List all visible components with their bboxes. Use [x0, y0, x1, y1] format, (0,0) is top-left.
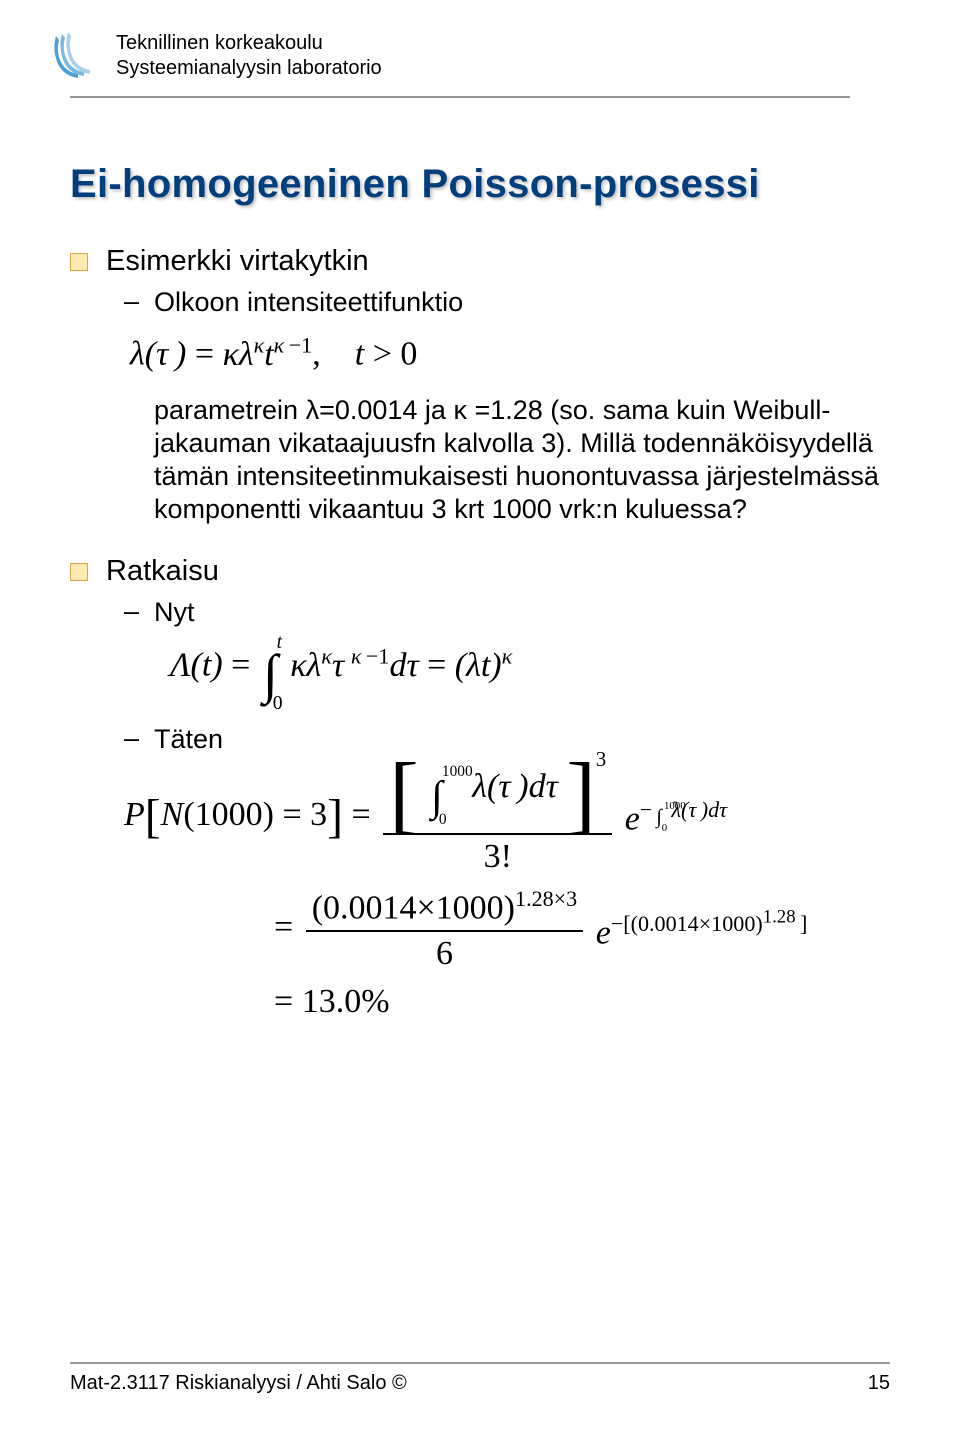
- f2-result: (λt)κ: [455, 647, 512, 684]
- sub2-text: Nyt: [154, 596, 195, 628]
- page-footer: Mat-2.3117 Riskianalyysi / Ahti Salo © 1…: [70, 1362, 890, 1395]
- f1-lhs: λ(τ ): [130, 336, 186, 373]
- dash-icon: –: [124, 723, 142, 754]
- bullet2-text: Ratkaisu: [106, 555, 219, 588]
- page-header: Teknillinen korkeakoulu Systeemianalyysi…: [0, 0, 960, 82]
- formula-lambda-integral: Λ(t) = ∫ t 0 κλκτ κ −1dτ = (λt)κ: [170, 643, 890, 705]
- prob-frac2: (0.0014×1000)1.28×3 6: [306, 886, 584, 973]
- prob-frac1: [ ∫ 1000 0 λ(τ )dτ ] 3 3!: [383, 759, 612, 876]
- prob-exp1: e−∫10000 λ(τ )dτ: [625, 797, 727, 838]
- prob-result: 13.0%: [302, 983, 390, 1020]
- bullet-esimerkki: Esimerkki virtakytkin: [70, 245, 890, 278]
- dash-icon: –: [124, 286, 142, 317]
- prob-line3: = 13.0%: [274, 983, 890, 1021]
- institution-line1: Teknillinen korkeakoulu: [116, 32, 382, 55]
- f2-integrand: κλκτ κ −1dτ: [290, 647, 418, 684]
- institution-line2: Systeemianalyysin laboratorio: [116, 57, 382, 80]
- sub-olkoon: – Olkoon intensiteettifunktio: [124, 286, 890, 318]
- dash-icon: –: [124, 596, 142, 627]
- sub-nyt: – Nyt: [124, 596, 890, 628]
- f1-cond: t > 0: [355, 336, 418, 373]
- slide-content: Esimerkki virtakytkin – Olkoon intensite…: [70, 245, 890, 1021]
- prob-line1: P[N(1000) = 3] = [ ∫ 1000 0 λ(τ )dτ: [124, 759, 890, 876]
- slide-title: Ei-homogeeninen Poisson-prosessi: [70, 162, 890, 207]
- institution-text: Teknillinen korkeakoulu Systeemianalyysi…: [116, 30, 382, 80]
- bullet-square-icon: [70, 563, 88, 581]
- bullet-square-icon: [70, 253, 88, 271]
- para-parametrein: parametrein λ=0.0014 ja κ =1.28 (so. sam…: [154, 394, 890, 526]
- f1-rhs: κλκtκ −1: [223, 336, 313, 373]
- sub-taten: – Täten: [124, 723, 890, 755]
- formula-intensity: λ(τ ) = κλκtκ −1, t > 0: [130, 332, 890, 373]
- footer-left: Mat-2.3117 Riskianalyysi / Ahti Salo ©: [70, 1372, 407, 1395]
- institution-logo: [48, 30, 100, 82]
- bullet1-text: Esimerkki virtakytkin: [106, 245, 369, 278]
- formula-probability: P[N(1000) = 3] = [ ∫ 1000 0 λ(τ )dτ: [124, 759, 890, 1021]
- footer-page-number: 15: [868, 1372, 890, 1395]
- bullet-ratkaisu: Ratkaisu: [70, 555, 890, 588]
- prob-exp2: e−[(0.0014×1000)1.28 ]: [596, 907, 808, 953]
- prob-line2: = (0.0014×1000)1.28×3 6 e−[(0.0014×1000)…: [274, 886, 890, 973]
- f2-lhs: Λ(t): [170, 647, 223, 684]
- header-divider: [70, 96, 850, 98]
- footer-divider: [70, 1362, 890, 1364]
- sub1-text: Olkoon intensiteettifunktio: [154, 286, 463, 318]
- integral-wrap: ∫ t 0: [263, 643, 278, 705]
- prob-lhs: P[N(1000) = 3]: [124, 796, 343, 833]
- equals: =: [195, 336, 223, 373]
- sub3-text: Täten: [154, 723, 223, 755]
